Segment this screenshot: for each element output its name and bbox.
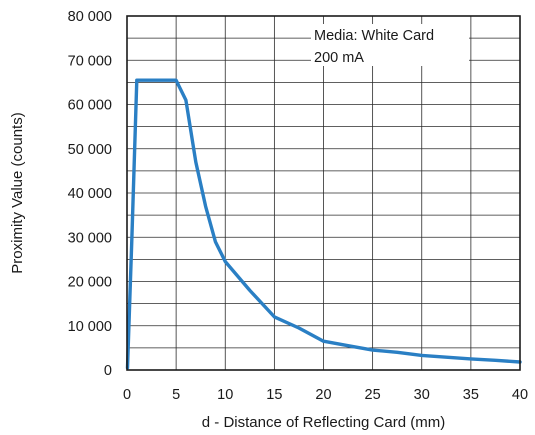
annotation-media: Media: White Card — [314, 28, 434, 44]
y-tick-label: 70 000 — [68, 53, 112, 69]
y-tick-label: 0 — [104, 363, 112, 379]
y-tick-label: 10 000 — [68, 319, 112, 335]
x-tick-label: 40 — [512, 387, 528, 403]
y-axis-label: Proximity Value (counts) — [9, 112, 26, 273]
x-tick-label: 0 — [123, 387, 131, 403]
y-tick-label: 50 000 — [68, 142, 112, 158]
x-axis-label: d - Distance of Reflecting Card (mm) — [202, 414, 445, 431]
series-group — [125, 78, 522, 370]
annotation-current: 200 mA — [314, 50, 364, 66]
y-tick-label: 20 000 — [68, 275, 112, 291]
x-tick-label: 35 — [463, 387, 479, 403]
x-tick-label: 20 — [315, 387, 331, 403]
annotation-box — [311, 24, 469, 66]
x-axis-tick-labels: 0 5 10 15 20 25 30 35 40 — [123, 387, 528, 403]
y-tick-label: 30 000 — [68, 230, 112, 246]
x-tick-label: 15 — [266, 387, 282, 403]
y-tick-label: 60 000 — [68, 98, 112, 114]
y-tick-label: 40 000 — [68, 186, 112, 202]
x-tick-label: 5 — [172, 387, 180, 403]
x-tick-label: 10 — [217, 387, 233, 403]
y-tick-label: 80 000 — [68, 9, 112, 25]
x-tick-label: 25 — [365, 387, 381, 403]
x-tick-label: 30 — [414, 387, 430, 403]
grid — [126, 15, 521, 371]
plot-frame — [126, 15, 521, 371]
series-line — [125, 78, 522, 370]
y-axis-tick-labels: 0 10 000 20 000 30 000 40 000 50 000 60 000 70 … — [68, 9, 112, 379]
